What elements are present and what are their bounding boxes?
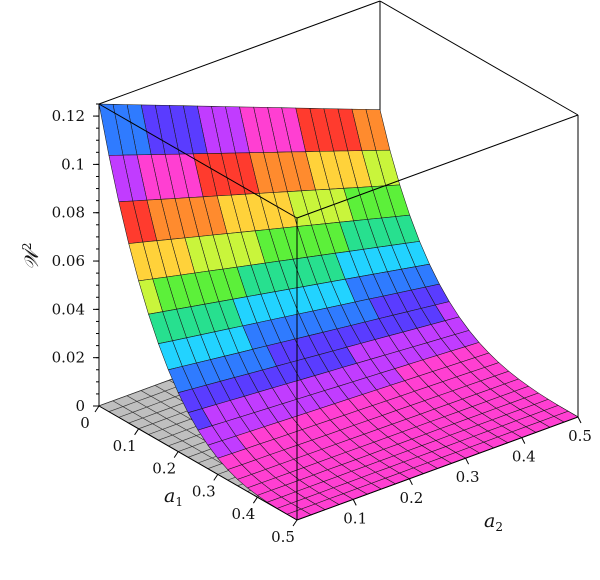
box-edge-front-5 — [98, 103, 298, 219]
z-tick-label: 0.08 — [52, 204, 85, 222]
a1-tick-label: 0.4 — [231, 505, 255, 523]
z-tick-label: 0 — [75, 397, 85, 415]
a2-tick-label: 0.5 — [568, 427, 592, 445]
z-tick-label: 0.02 — [52, 349, 85, 367]
a1-tick-label: 0.1 — [113, 437, 137, 455]
a1-tick-label: 0.3 — [192, 482, 216, 500]
a2-tick-label: 0.3 — [456, 468, 480, 486]
z-tick-label: 0.04 — [52, 300, 85, 318]
a1-tick-mark — [292, 519, 298, 527]
z-tick-label: 0.06 — [52, 252, 85, 270]
a1-tick-mark — [213, 474, 219, 481]
box-edge-front-0 — [98, 405, 298, 521]
a2-tick-mark — [577, 416, 582, 424]
a1-tick-mark — [94, 405, 100, 413]
box-edge-front-8 — [379, 0, 579, 116]
axis-ticks: 0 0.02 0.04 0.06 0.08 0.1 0.12 0 0.1 0.2 0.3 0.4 0.5… — [52, 103, 592, 546]
z-tick-label: 0.12 — [52, 107, 85, 125]
a1-tick-label: 0 — [80, 414, 90, 432]
a1-axis-title: a1 — [164, 485, 183, 509]
box-edge-front-7 — [98, 0, 381, 105]
a2-tick-label: 0.1 — [343, 509, 367, 527]
box-edge-front-6 — [296, 114, 579, 219]
a2-tick-mark — [408, 478, 413, 486]
a2-tick-label: 0.2 — [399, 489, 423, 507]
a1-tick-label: 0.2 — [152, 460, 176, 478]
surfaces — [98, 103, 579, 521]
a2-tick-mark — [521, 437, 526, 444]
a1-tick-label: 0.5 — [271, 528, 295, 546]
z-axis-title: 𝒲2 — [20, 242, 43, 270]
box-edge-front-1 — [296, 416, 579, 521]
bounding-box-front — [98, 0, 579, 521]
a1-tick-mark — [173, 451, 179, 458]
a2-axis-title: a2 — [484, 510, 503, 534]
a2-tick-mark — [465, 457, 470, 465]
a1-tick-mark — [134, 428, 140, 436]
a2-tick-mark — [352, 499, 357, 506]
a2-tick-label: 0.4 — [512, 448, 536, 466]
axis-labels: 𝒲2 a1 a2 — [20, 242, 503, 534]
z-tick-label: 0.1 — [61, 155, 85, 173]
a1-tick-mark — [252, 496, 258, 504]
